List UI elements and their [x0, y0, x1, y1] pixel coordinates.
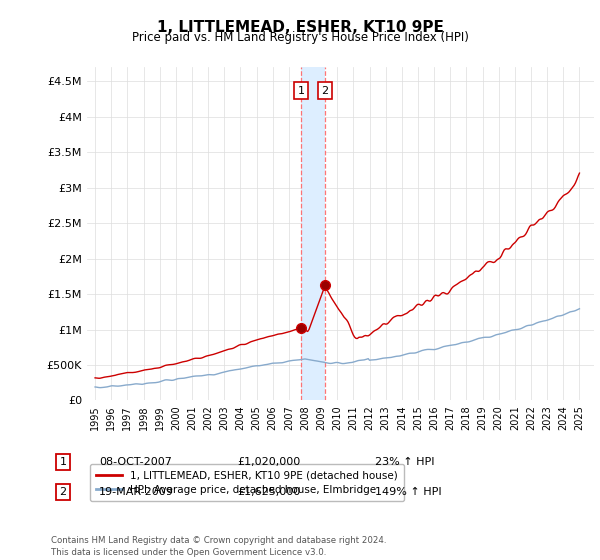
Text: 2: 2: [59, 487, 67, 497]
Text: 149% ↑ HPI: 149% ↑ HPI: [375, 487, 442, 497]
Text: 08-OCT-2007: 08-OCT-2007: [99, 457, 172, 467]
Text: Price paid vs. HM Land Registry's House Price Index (HPI): Price paid vs. HM Land Registry's House …: [131, 31, 469, 44]
Text: 1: 1: [298, 86, 305, 96]
Text: 2: 2: [321, 86, 328, 96]
Legend: 1, LITTLEMEAD, ESHER, KT10 9PE (detached house), HPI: Average price, detached ho: 1, LITTLEMEAD, ESHER, KT10 9PE (detached…: [89, 464, 404, 501]
Text: 1: 1: [59, 457, 67, 467]
Text: £1,020,000: £1,020,000: [237, 457, 300, 467]
Text: Contains HM Land Registry data © Crown copyright and database right 2024.
This d: Contains HM Land Registry data © Crown c…: [51, 536, 386, 557]
Text: 1, LITTLEMEAD, ESHER, KT10 9PE: 1, LITTLEMEAD, ESHER, KT10 9PE: [157, 20, 443, 35]
Text: 19-MAR-2009: 19-MAR-2009: [99, 487, 174, 497]
Bar: [301, 67, 325, 400]
Text: 23% ↑ HPI: 23% ↑ HPI: [375, 457, 434, 467]
Text: £1,625,000: £1,625,000: [237, 487, 300, 497]
